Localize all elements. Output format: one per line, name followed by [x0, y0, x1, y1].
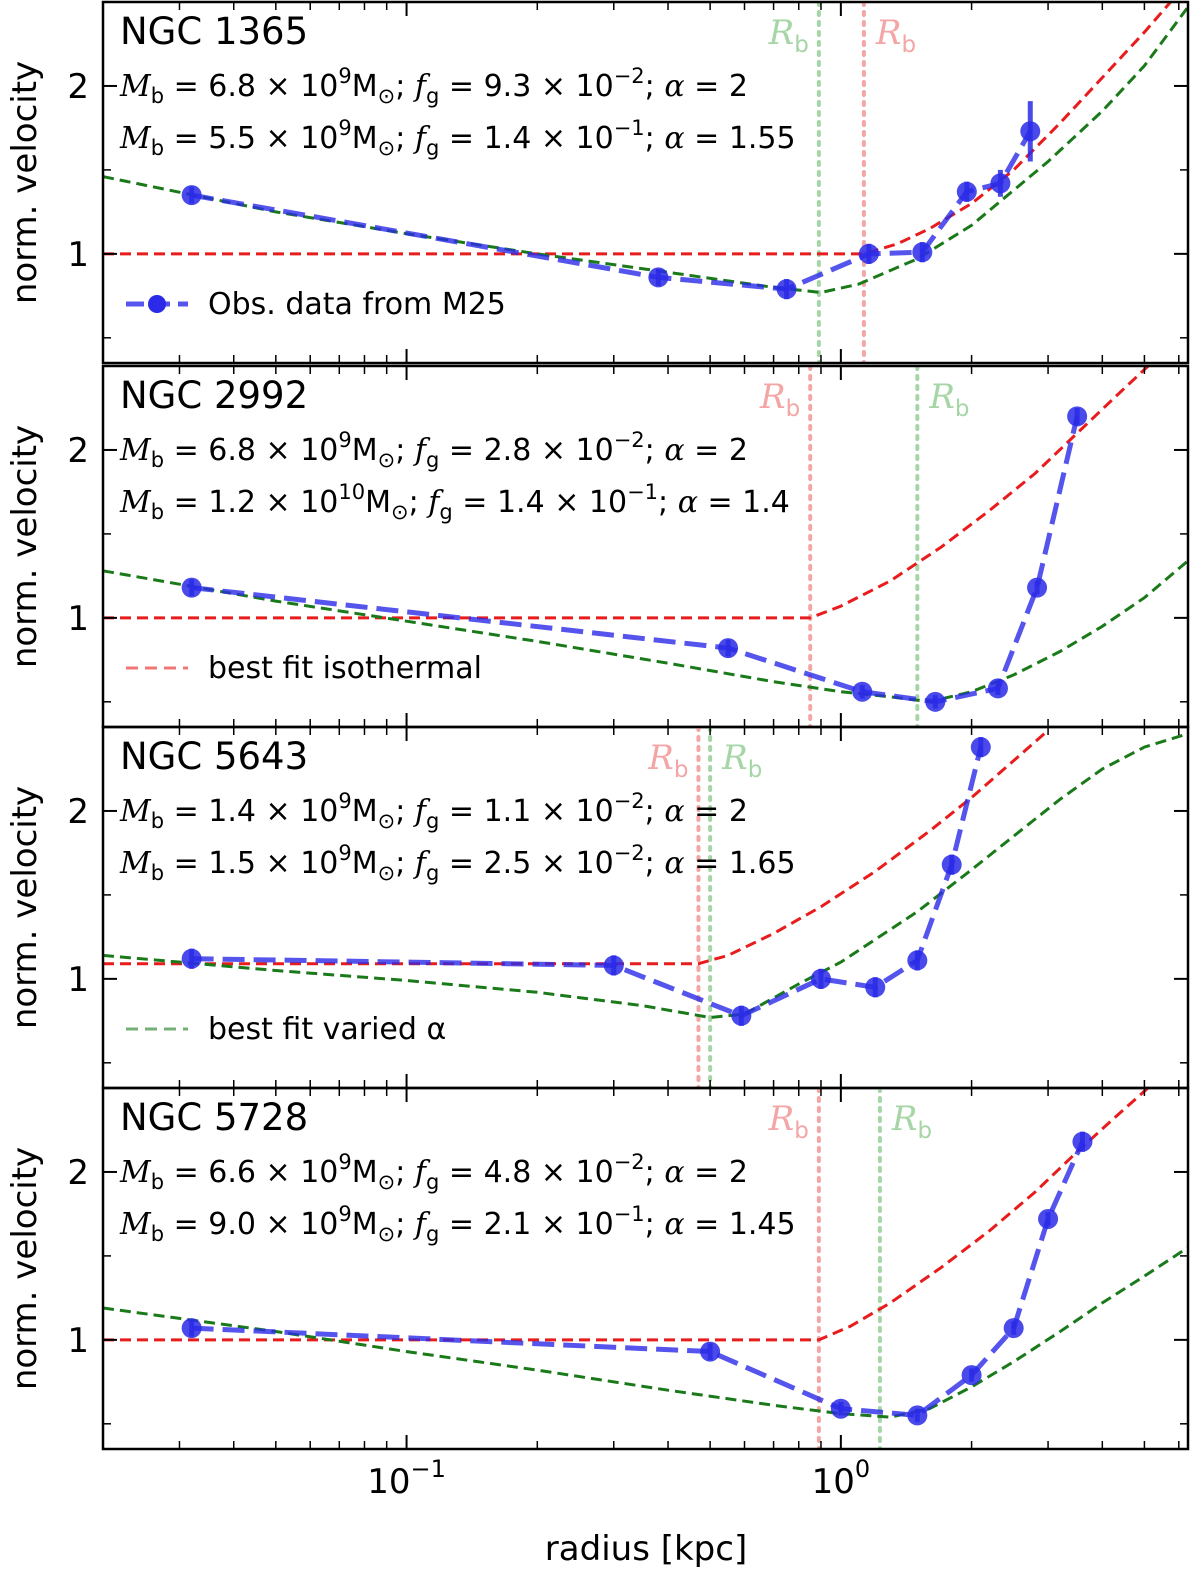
obs-data-point: [603, 955, 624, 976]
y-tick-label: 2: [67, 67, 89, 107]
obs-data-point: [181, 948, 202, 969]
panel-ngc-5728: 1 2 norm. velocity NGC 5728 Mb = 6.6 × 109M⊙…: [5, 1086, 1190, 1451]
galaxy-name: NGC 5643: [120, 735, 308, 778]
panel-ngc-5643: 1 2 norm. velocity NGC 5643 Mb = 1.4 × 109M⊙…: [5, 725, 1190, 1090]
y-tick-label: 2: [67, 792, 89, 832]
fit-params-fit_alpha: Mb = 5.5 × 109M⊙; fg = 1.4 × 10−1; α = 1…: [119, 116, 796, 160]
legend-label: Obs. data from M25: [208, 287, 506, 322]
legend-label: best fit varied α: [208, 1012, 446, 1047]
varied-alpha-fit-curve: [103, 6, 1188, 295]
obs-data-point: [912, 242, 933, 263]
obs-data-point: [907, 1405, 928, 1426]
y-axis-label: norm. velocity: [5, 61, 45, 304]
legend-label: best fit isothermal: [208, 651, 482, 686]
y-tick-label: 1: [67, 960, 89, 1000]
rb-label-varied-alpha: Rb: [891, 1099, 932, 1144]
obs-data-point: [718, 638, 739, 659]
panels-group: 1 2 norm. velocity NGC 1365 Mb = 6.8 × 109M⊙…: [5, 0, 1190, 1451]
plot-area: [103, 727, 1188, 1088]
obs-data-line: [191, 746, 984, 1019]
obs-data-point: [830, 1398, 851, 1419]
fit-params-fit_alpha: Mb = 1.2 × 1010M⊙; fg = 1.4 × 10−1; α = …: [119, 480, 790, 524]
fit-params-fit_iso: Mb = 1.4 × 109M⊙; fg = 1.1 × 10−2; α = 2: [119, 789, 748, 833]
obs-data-point: [731, 1005, 752, 1026]
obs-data-point: [1027, 577, 1048, 598]
fit-params-fit_iso: Mb = 6.8 × 109M⊙; fg = 9.3 × 10−2; α = 2: [119, 64, 748, 108]
rb-label-isothermal: Rb: [768, 1099, 809, 1144]
galaxy-name: NGC 2992: [120, 374, 308, 417]
obs-data-point: [941, 854, 962, 875]
obs-data-point: [1003, 1318, 1024, 1339]
y-tick-label: 2: [67, 431, 89, 471]
y-tick-label: 1: [67, 599, 89, 639]
x-tick-label: 10−1: [367, 1455, 446, 1502]
obs-data-point: [858, 243, 879, 264]
panel-frame: [101, 1086, 1190, 1451]
obs-data-point: [810, 968, 831, 989]
y-axis-label: norm. velocity: [5, 1147, 45, 1390]
y-tick-label: 1: [67, 235, 89, 275]
obs-data-point: [956, 181, 977, 202]
obs-data-point: [648, 267, 669, 288]
obs-data-point: [925, 691, 946, 712]
obs-data-point: [970, 737, 991, 758]
x-axis-label: radius [kpc]: [545, 1529, 747, 1569]
obs-data-point: [700, 1341, 721, 1362]
obs-data-point: [1072, 1131, 1093, 1152]
obs-data-point: [852, 681, 873, 702]
obs-data-point: [961, 1365, 982, 1386]
galaxy-name: NGC 1365: [120, 10, 308, 53]
legend-entry-iso: best fit isothermal: [126, 651, 482, 686]
obs-data-point: [1020, 121, 1041, 142]
legend-entry-alpha: best fit varied α: [126, 1012, 446, 1047]
obs-data-point: [181, 577, 202, 598]
obs-data-point: [776, 279, 797, 300]
rb-label-varied-alpha: Rb: [768, 13, 809, 58]
panel-ngc-1365: 1 2 norm. velocity NGC 1365 Mb = 6.8 × 109M⊙…: [5, 0, 1190, 365]
x-tick-label: 100: [812, 1455, 871, 1502]
panel-ngc-2992: 1 2 norm. velocity NGC 2992 Mb = 6.8 × 109M⊙…: [5, 364, 1190, 729]
rb-label-isothermal: Rb: [759, 377, 800, 422]
fit-params-fit_iso: Mb = 6.8 × 109M⊙; fg = 2.8 × 10−2; α = 2: [119, 428, 748, 472]
obs-data-point: [1067, 406, 1088, 427]
isothermal-fit-curve: [103, 366, 1151, 620]
plot-area: [103, 2, 1188, 363]
obs-data-line: [191, 1140, 1085, 1418]
y-axis-label: norm. velocity: [5, 425, 45, 668]
fit-params-fit_alpha: Mb = 9.0 × 109M⊙; fg = 2.1 × 10−1; α = 1…: [119, 1202, 796, 1246]
isothermal-fit-curve: [103, 1088, 1151, 1342]
plot-area: [103, 1088, 1188, 1449]
rb-label-varied-alpha: Rb: [721, 738, 762, 783]
varied-alpha-fit-curve: [103, 559, 1188, 704]
rb-label-isothermal: Rb: [647, 738, 688, 783]
fit-params-fit_iso: Mb = 6.6 × 109M⊙; fg = 4.8 × 10−2; α = 2: [119, 1150, 748, 1194]
obs-data-point: [987, 678, 1008, 699]
rb-label-varied-alpha: Rb: [928, 377, 969, 422]
panel-frame: [101, 0, 1190, 365]
rb-label-isothermal: Rb: [875, 13, 916, 58]
y-tick-label: 1: [67, 1321, 89, 1361]
isothermal-fit-curve: [103, 729, 1050, 966]
galaxy-name: NGC 5728: [120, 1096, 308, 1139]
varied-alpha-fit-curve: [103, 1246, 1188, 1419]
obs-data-point: [865, 977, 886, 998]
obs-data-point: [1038, 1208, 1059, 1229]
legend-marker: [148, 295, 166, 313]
plot-area: [103, 366, 1188, 727]
obs-data-point: [181, 185, 202, 206]
x-axis: 10−1 100: [367, 1455, 870, 1502]
legend-entry-obs: Obs. data from M25: [126, 287, 506, 322]
y-axis-label: norm. velocity: [5, 786, 45, 1029]
obs-data-point: [181, 1318, 202, 1339]
fit-params-fit_alpha: Mb = 1.5 × 109M⊙; fg = 2.5 × 10−2; α = 1…: [119, 841, 796, 885]
obs-data-point: [990, 173, 1011, 194]
y-tick-label: 2: [67, 1153, 89, 1193]
obs-data-point: [907, 950, 928, 971]
